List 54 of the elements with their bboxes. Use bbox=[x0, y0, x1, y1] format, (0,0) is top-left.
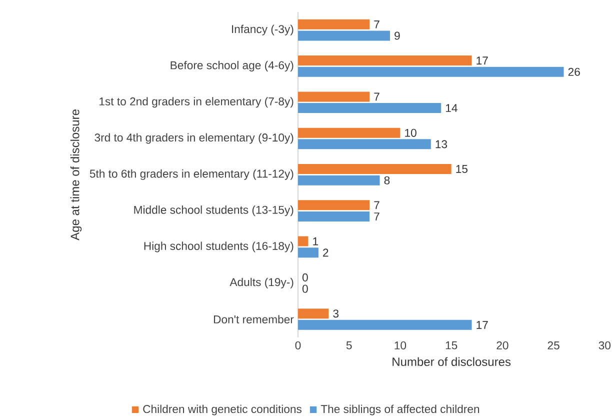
x-tick-label: 5 bbox=[346, 341, 352, 350]
bar bbox=[298, 30, 390, 41]
bar bbox=[298, 103, 442, 114]
y-tick-label: 3rd to 4th graders in elementary (9-10y) bbox=[94, 133, 294, 144]
data-label: 8 bbox=[384, 176, 390, 184]
data-label: 17 bbox=[476, 56, 488, 64]
data-label: 7 bbox=[374, 20, 380, 28]
y-tick-label: Middle school students (13-15y) bbox=[134, 206, 294, 216]
y-tick-label: Infancy (-3y) bbox=[232, 24, 294, 36]
x-tick-label: 30 bbox=[598, 341, 611, 350]
x-tick-label: 20 bbox=[496, 341, 508, 350]
bar bbox=[298, 56, 472, 66]
y-tick-label: Before school age (4-6y) bbox=[170, 60, 294, 72]
legend-label: Children with genetic conditions bbox=[143, 404, 302, 416]
data-label: 7 bbox=[374, 92, 380, 101]
x-tick-label: 15 bbox=[446, 341, 458, 350]
data-label: 1 bbox=[313, 237, 318, 246]
data-label: 13 bbox=[436, 140, 448, 148]
data-label: 17 bbox=[476, 321, 488, 329]
data-label: 7 bbox=[374, 212, 380, 220]
y-axis-title: Age at time of disclosure bbox=[70, 110, 82, 240]
bar bbox=[298, 200, 370, 210]
x-tick-label: 10 bbox=[394, 341, 406, 350]
data-label: 0 bbox=[302, 273, 308, 282]
bar bbox=[298, 128, 400, 138]
data-label: 9 bbox=[394, 32, 400, 40]
data-label: 14 bbox=[446, 104, 458, 112]
y-tick-label: 1st to 2nd graders in elementary (7-8y) bbox=[100, 97, 294, 108]
bar bbox=[298, 236, 308, 246]
bar bbox=[298, 66, 564, 77]
y-tick-label: Don't remember bbox=[214, 315, 294, 324]
x-tick-label: 0 bbox=[295, 341, 301, 350]
data-label: 15 bbox=[456, 165, 468, 173]
y-tick-label: Adults (19y-) bbox=[230, 278, 294, 288]
x-tick-label: 25 bbox=[548, 341, 560, 350]
bar bbox=[298, 211, 370, 222]
data-label: 3 bbox=[333, 310, 339, 318]
bar bbox=[298, 175, 380, 186]
data-label: 26 bbox=[568, 68, 580, 76]
bar bbox=[298, 164, 452, 174]
data-label: 2 bbox=[323, 248, 328, 257]
bar bbox=[298, 248, 318, 258]
bar bbox=[298, 308, 329, 319]
bar bbox=[298, 92, 370, 102]
x-axis-title: Number of disclosures bbox=[392, 357, 511, 366]
bar bbox=[298, 19, 370, 30]
data-label: 10 bbox=[405, 128, 416, 137]
y-tick-label: High school students (16-18y) bbox=[144, 242, 294, 252]
y-tick-label: 5th to 6th graders in elementary (11-12y) bbox=[90, 169, 294, 180]
bar bbox=[298, 320, 472, 330]
data-label: 0 bbox=[302, 284, 308, 293]
data-label: 7 bbox=[374, 201, 380, 210]
legend-label: The siblings of affected children bbox=[320, 404, 480, 416]
bar bbox=[298, 139, 431, 150]
